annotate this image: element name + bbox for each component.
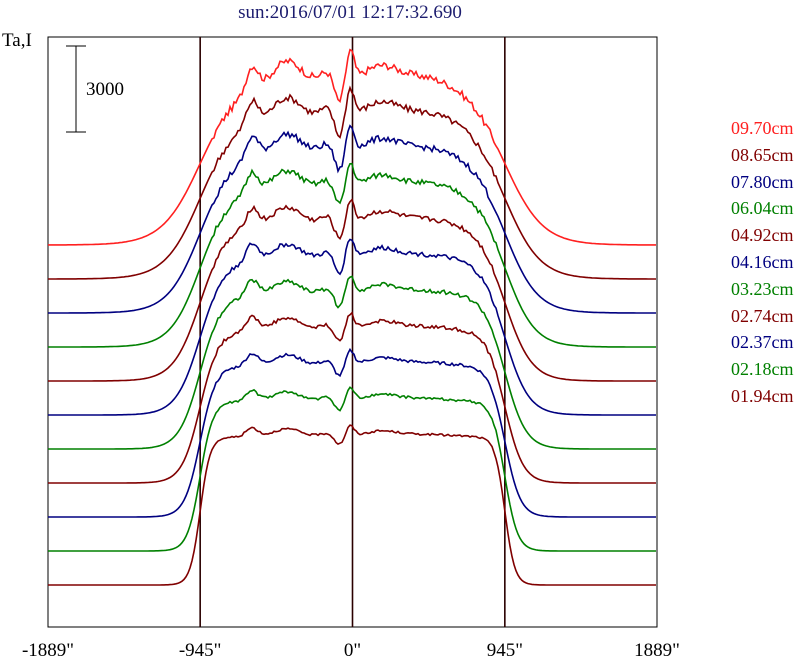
legend-entry-06.04cm: 06.04cm xyxy=(731,198,794,219)
x-tick-label-1: -945" xyxy=(179,640,222,661)
legend-entry-09.70cm: 09.70cm xyxy=(731,118,794,138)
series-line-03.23cm xyxy=(48,275,656,450)
legend-entry-02.18cm: 02.18cm xyxy=(731,359,794,380)
x-tick-label-3: 945" xyxy=(487,640,523,661)
legend-entry-08.65cm: 08.65cm xyxy=(731,144,794,165)
series-line-04.16cm xyxy=(48,238,656,416)
series-line-02.18cm xyxy=(48,386,656,552)
legend-entry-04.92cm: 04.92cm xyxy=(731,225,794,246)
legend-entry-03.23cm: 03.23cm xyxy=(731,278,794,299)
x-tick-label-2: 0" xyxy=(344,640,361,661)
x-tick-label-0: -1889" xyxy=(22,640,74,661)
legend-entry-02.37cm: 02.37cm xyxy=(731,332,794,353)
series-line-02.74cm xyxy=(48,311,656,484)
legend-entry-07.80cm: 07.80cm xyxy=(731,171,794,192)
series-line-08.65cm xyxy=(48,85,656,280)
scale-bar: 3000 xyxy=(66,45,124,133)
legend-entry-02.74cm: 02.74cm xyxy=(731,305,794,326)
legend-entry-01.94cm: 01.94cm xyxy=(731,386,794,406)
series-line-06.04cm xyxy=(48,162,656,348)
x-tick-label-4: 1889" xyxy=(634,640,680,661)
series-lines xyxy=(48,48,656,586)
vertical-markers xyxy=(199,37,506,627)
series-line-07.80cm xyxy=(48,124,656,314)
x-tick-labels: -1889" -945" 0" 945" 1889" xyxy=(22,640,680,661)
series-line-09.70cm xyxy=(48,48,656,246)
legend-entry-04.16cm: 04.16cm xyxy=(731,252,794,272)
series-line-02.37cm xyxy=(48,347,656,518)
scale-bar-label: 3000 xyxy=(86,79,124,100)
chart-title: sun:2016/07/01 12:17:32.690 xyxy=(238,2,462,23)
y-axis-label: Ta,I xyxy=(2,30,32,51)
series-line-04.92cm xyxy=(48,198,656,382)
series-line-01.94cm xyxy=(48,424,656,586)
